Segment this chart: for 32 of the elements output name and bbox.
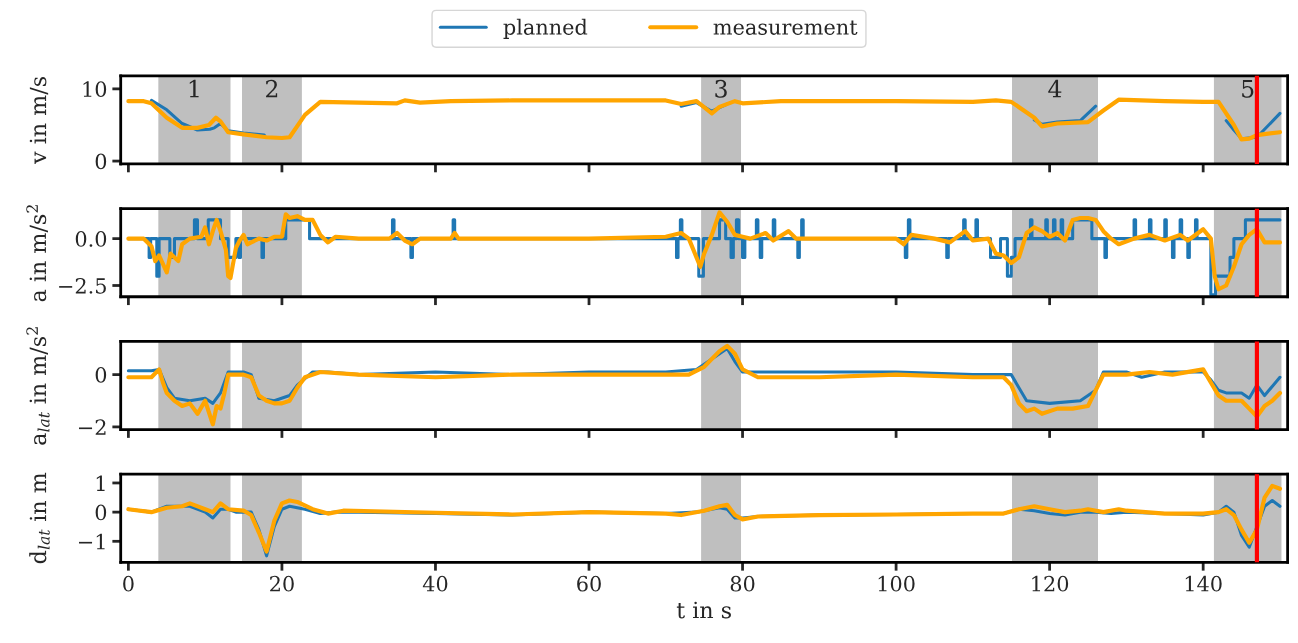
x-tick-label: 100 [878, 575, 915, 592]
y-tick-label: −2 [79, 419, 106, 435]
x-axis-title: t in s [676, 601, 731, 619]
y-axis-title: v in m/s [29, 77, 49, 165]
band-label: 2 [266, 79, 278, 98]
legend-label: measurement [713, 20, 858, 35]
x-tick-label: 20 [270, 575, 294, 592]
x-tick-label: 0 [123, 575, 134, 592]
y-tick-label: 0 [95, 504, 107, 521]
line-series [126, 210, 1283, 292]
y-axis-title: a$_{lat}$ in m/s$^{2}$ [26, 327, 50, 445]
x-tick-label: 140 [1185, 575, 1222, 592]
legend-label: planned [503, 18, 588, 39]
line-series [126, 483, 1283, 554]
band-label: 1 [189, 79, 199, 98]
y-axis-title: a in m/s$^{2}$ [26, 205, 48, 302]
y-axis-title: d$_{lat}$ in m [29, 472, 50, 564]
line-series [126, 343, 1283, 427]
x-tick-label: 60 [577, 575, 601, 592]
y-tick-label: 0 [95, 153, 107, 170]
band-label: 3 [715, 79, 727, 98]
y-tick-label: 0 [95, 367, 107, 383]
band-label: 4 [1048, 79, 1062, 98]
y-tick-label: 10 [83, 81, 107, 98]
band-label: 5 [1242, 80, 1254, 98]
y-tick-label: −1 [79, 533, 105, 550]
y-tick-label: 0.0 [75, 231, 107, 247]
x-tick-label: 80 [730, 575, 755, 592]
x-tick-label: 120 [1032, 575, 1069, 592]
y-tick-label: 1 [96, 475, 105, 491]
y-tick-label: −2.5 [59, 277, 106, 294]
x-tick-label: 40 [422, 575, 448, 592]
